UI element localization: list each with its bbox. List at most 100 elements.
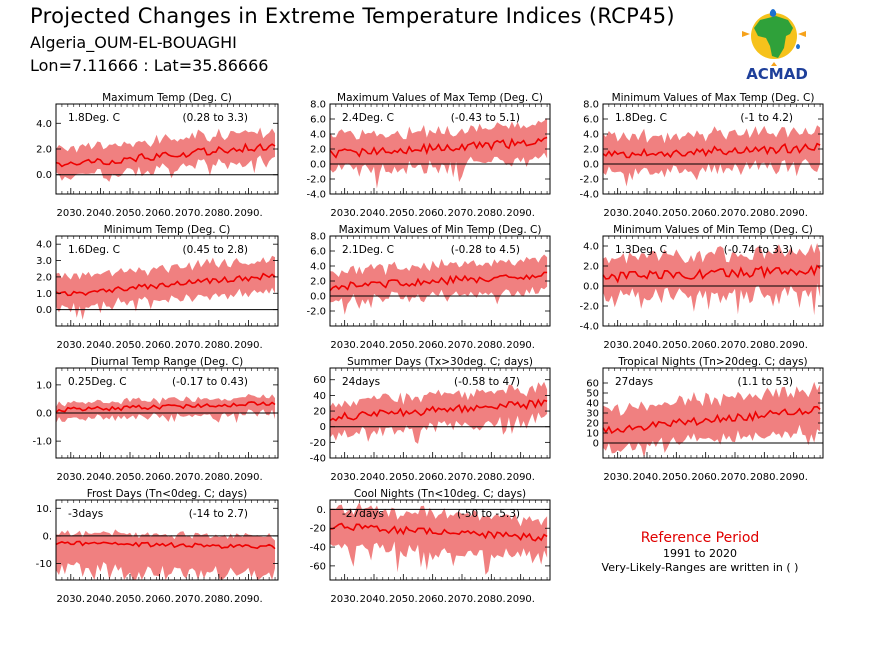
y-tick-label: 4.0 [310, 130, 326, 141]
x-tick-label: 2070. [175, 594, 204, 605]
x-tick-label: 2080. [204, 594, 233, 605]
x-tick-label: 2070. [448, 472, 477, 483]
y-tick-label: 4.0 [583, 130, 599, 141]
chart-title: Diurnal Temp Range (Deg. C) [91, 356, 243, 368]
uncertainty-band [603, 243, 821, 316]
reference-title: Reference Period [640, 530, 760, 546]
range-annotation: (-0.43 to 5.1) [451, 112, 520, 124]
y-tick-label: -10 [36, 559, 52, 570]
y-tick-label: 2.0 [36, 145, 52, 156]
chart-title: Summer Days (Tx>30deg. C; days) [347, 356, 533, 368]
range-annotation: (0.28 to 3.3) [183, 112, 249, 124]
chart-panel: -1.0 0.0 1.0 2030. 2040. 2050. 2060. 2070. 2080.… [32, 356, 279, 483]
mean-series-line [329, 522, 548, 542]
chart-title: Maximum Values of Min Temp (Deg. C) [339, 224, 542, 236]
station-coordinates: Lon=7.11666 : Lat=35.86666 [30, 56, 269, 75]
x-tick-label: 2060. [691, 340, 720, 351]
plot-frame [55, 235, 279, 327]
range-annotation: (-1 to 4.2) [740, 112, 793, 124]
y-tick-label: 20 [586, 419, 599, 430]
x-tick-label: 2090. [506, 340, 535, 351]
x-tick-label: 2070. [448, 340, 477, 351]
x-tick-label: 2080. [204, 340, 233, 351]
mean-series-line [55, 272, 276, 297]
y-tick-label: -2.0 [579, 302, 599, 313]
uncertainty-band [330, 254, 548, 315]
y-tick-label: -20 [310, 524, 326, 535]
x-tick-label: 2050. [116, 208, 145, 219]
y-tick-label: 8.0 [310, 232, 326, 243]
y-tick-label: -4.0 [579, 190, 599, 201]
x-tick-label: 2060. [145, 472, 174, 483]
x-tick-label: 2050. [116, 340, 145, 351]
plot-frame [329, 499, 551, 581]
y-tick-label: 0. [316, 505, 326, 516]
y-tick-label: 6.0 [583, 115, 599, 126]
range-annotation: (-0.28 to 4.5) [451, 244, 520, 256]
x-tick-label: 2050. [116, 594, 145, 605]
x-tick-label: 2030. [56, 340, 85, 351]
x-tick-label: 2070. [721, 340, 750, 351]
x-tick-label: 2080. [750, 472, 779, 483]
x-tick-label: 2080. [477, 472, 506, 483]
x-tick-label: 2060. [418, 340, 447, 351]
y-tick-label: 3.0 [36, 256, 52, 267]
chart-panel: -10 0. 10. 2030. 2040. 2050. 2060. 2070. 2080. 20… [36, 488, 279, 605]
mean-series-line [329, 271, 548, 292]
y-tick-label: 0.0 [583, 160, 599, 171]
y-tick-label: -2.0 [579, 175, 599, 186]
chart-title: Maximum Temp (Deg. C) [102, 92, 232, 104]
range-annotation: (-0.74 to 3.3) [724, 244, 793, 256]
y-tick-label: -2.0 [306, 307, 326, 318]
y-tick-label: -20 [310, 438, 326, 449]
x-tick-label: 2050. [662, 472, 691, 483]
x-tick-label: 2040. [360, 340, 389, 351]
y-tick-label: 6.0 [310, 247, 326, 258]
x-tick-label: 2050. [389, 472, 418, 483]
x-tick-label: 2030. [56, 472, 85, 483]
y-tick-label: 2.0 [583, 145, 599, 156]
x-tick-label: 2050. [662, 208, 691, 219]
y-tick-label: -2.0 [306, 175, 326, 186]
x-tick-label: 2070. [175, 208, 204, 219]
x-tick-label: 2070. [175, 340, 204, 351]
chart-panel: -4.0 -2.0 0.0 2.0 4.0 2030. 2040. 2050. 2060. 207… [579, 224, 824, 351]
x-tick-label: 2080. [477, 208, 506, 219]
x-tick-label: 2080. [750, 340, 779, 351]
y-tick-label: 2.0 [583, 262, 599, 273]
change-annotation: 27days [615, 376, 653, 388]
uncertainty-band [330, 502, 548, 575]
x-tick-label: 2050. [389, 340, 418, 351]
uncertainty-band [330, 381, 548, 444]
y-tick-label: 2.0 [310, 145, 326, 156]
y-tick-label: 0.0 [36, 409, 52, 420]
x-tick-label: 2070. [721, 208, 750, 219]
x-tick-label: 2060. [691, 472, 720, 483]
chart-title: Minimum Values of Max Temp (Deg. C) [612, 92, 815, 104]
x-tick-label: 2030. [56, 208, 85, 219]
range-annotation: (0.45 to 2.8) [183, 244, 249, 256]
mean-series-line [602, 142, 821, 159]
x-tick-label: 2080. [477, 340, 506, 351]
station-name: Algeria_OUM-EL-BOUAGHI [30, 33, 237, 52]
x-tick-label: 2080. [477, 594, 506, 605]
y-tick-label: 50 [586, 389, 599, 400]
y-tick-label: -60 [310, 561, 326, 572]
y-tick-label: 8.0 [310, 100, 326, 111]
x-tick-label: 2090. [234, 208, 263, 219]
y-tick-label: 0 [593, 439, 599, 450]
header: Projected Changes in Extreme Temperature… [0, 0, 879, 90]
chart-title: Frost Days (Tn<0deg. C; days) [87, 488, 247, 500]
uncertainty-band [56, 529, 275, 580]
y-tick-label: -4.0 [579, 322, 599, 333]
mean-series-line [602, 405, 821, 435]
x-tick-label: 2040. [86, 594, 115, 605]
y-tick-label: 0.0 [310, 160, 326, 171]
y-tick-label: 4.0 [583, 242, 599, 253]
y-tick-label: -40 [310, 543, 326, 554]
y-tick-label: 4.0 [36, 119, 52, 130]
x-tick-label: 2040. [360, 594, 389, 605]
